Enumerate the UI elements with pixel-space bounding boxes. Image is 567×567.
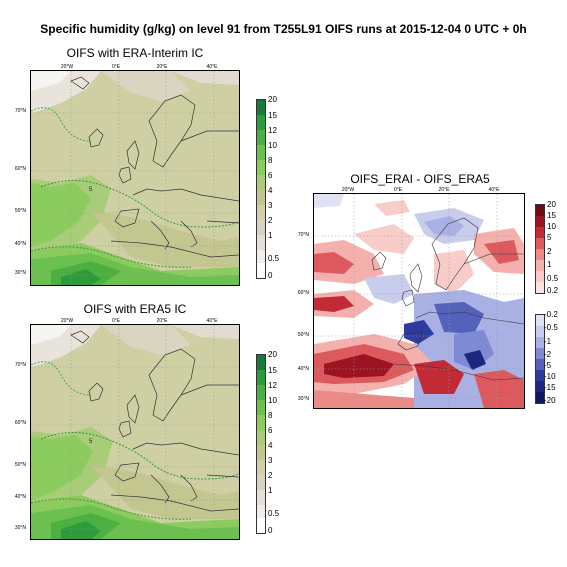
colorbar-tick: 3 <box>268 456 273 465</box>
colorbar-erai <box>256 99 266 279</box>
colorbar-tick: 0.5 <box>268 509 280 518</box>
colorbar-tick: 0.5 <box>268 254 280 263</box>
lon-label: 0°E <box>393 187 403 193</box>
lat-label: 30°N <box>14 270 26 276</box>
lat-label: 70°N <box>14 108 26 114</box>
lon-label: 20°W <box>341 187 355 193</box>
lon-label: 40°E <box>206 64 218 70</box>
colorbar-tick: -1 <box>544 337 552 346</box>
colorbar-tick: 8 <box>268 411 273 420</box>
colorbar-tick: 20 <box>547 200 556 209</box>
colorbar-tick: 2 <box>268 471 273 480</box>
colorbar-tick: 5 <box>547 233 552 242</box>
colorbar-tick: 6 <box>268 426 273 435</box>
lon-label: 20°W <box>60 64 74 70</box>
colorbar-tick: -0.2 <box>544 310 558 319</box>
lat-label: 60°N <box>14 420 26 426</box>
panel-title-era5: OIFS with ERA5 IC <box>83 302 187 316</box>
colorbar-tick: -2 <box>544 350 552 359</box>
lat-label: 40°N <box>297 366 309 372</box>
colorbar-tick: 6 <box>268 171 273 180</box>
colorbar-diff-negative <box>535 314 545 404</box>
map-era5: 5 <box>30 324 240 540</box>
colorbar-tick: 10 <box>268 396 277 405</box>
colorbar-tick: 15 <box>268 111 277 120</box>
lat-label: 70°N <box>14 362 26 368</box>
lon-label: 20°E <box>156 64 168 70</box>
lon-label: 0°E <box>111 318 121 324</box>
lat-label: 60°N <box>297 290 309 296</box>
colorbar-tick: -15 <box>544 383 556 392</box>
colorbar-tick: 12 <box>268 381 277 390</box>
lon-label: 40°E <box>206 318 218 324</box>
colorbar-tick: 20 <box>268 95 277 104</box>
lon-label: 20°E <box>156 318 168 324</box>
colorbar-diff-positive <box>535 204 545 294</box>
main-title: Specific humidity (g/kg) on level 91 fro… <box>40 22 527 36</box>
colorbar-tick: 10 <box>547 222 556 231</box>
colorbar-tick: 0 <box>268 526 273 535</box>
lat-label: 60°N <box>14 166 26 172</box>
colorbar-tick: 12 <box>268 126 277 135</box>
colorbar-tick: 1 <box>547 260 552 269</box>
lon-label: 0°E <box>111 64 121 70</box>
lat-label: 50°N <box>297 332 309 338</box>
lon-label: 20°W <box>60 318 74 324</box>
colorbar-tick: 0.5 <box>547 274 559 283</box>
contour-label: 5 <box>89 439 93 445</box>
colorbar-tick: 4 <box>268 441 273 450</box>
colorbar-tick: 15 <box>547 211 556 220</box>
lat-label: 30°N <box>14 525 26 531</box>
lat-label: 50°N <box>14 208 26 214</box>
colorbar-tick: -20 <box>544 396 556 405</box>
colorbar-tick: 2 <box>268 216 273 225</box>
lat-label: 40°N <box>14 494 26 500</box>
colorbar-era5 <box>256 354 266 534</box>
colorbar-tick: 8 <box>268 156 273 165</box>
panel-title-erai: OIFS with ERA-Interim IC <box>66 46 204 60</box>
colorbar-tick: 4 <box>268 186 273 195</box>
lat-label: 30°N <box>297 396 309 402</box>
colorbar-tick: 0 <box>268 271 273 280</box>
lat-label: 70°N <box>297 232 309 238</box>
colorbar-tick: 15 <box>268 366 277 375</box>
map-diff <box>313 193 525 409</box>
lon-label: 40°E <box>488 187 500 193</box>
colorbar-tick: 0.2 <box>547 286 559 295</box>
colorbar-tick: 10 <box>268 141 277 150</box>
colorbar-tick: -10 <box>544 372 556 381</box>
colorbar-tick: 20 <box>268 350 277 359</box>
colorbar-tick: 1 <box>268 231 273 240</box>
colorbar-tick: 2 <box>547 247 552 256</box>
lat-label: 40°N <box>14 241 26 247</box>
contour-label: 5 <box>89 187 93 193</box>
lon-label: 20°E <box>438 187 450 193</box>
colorbar-tick: 1 <box>268 486 273 495</box>
map-erai: 5 <box>30 70 240 286</box>
panel-title-diff: OIFS_ERAI - OIFS_ERA5 <box>350 172 490 186</box>
colorbar-tick: -0.5 <box>544 323 558 332</box>
colorbar-tick: 3 <box>268 201 273 210</box>
colorbar-tick: -5 <box>544 361 552 370</box>
lat-label: 50°N <box>14 462 26 468</box>
